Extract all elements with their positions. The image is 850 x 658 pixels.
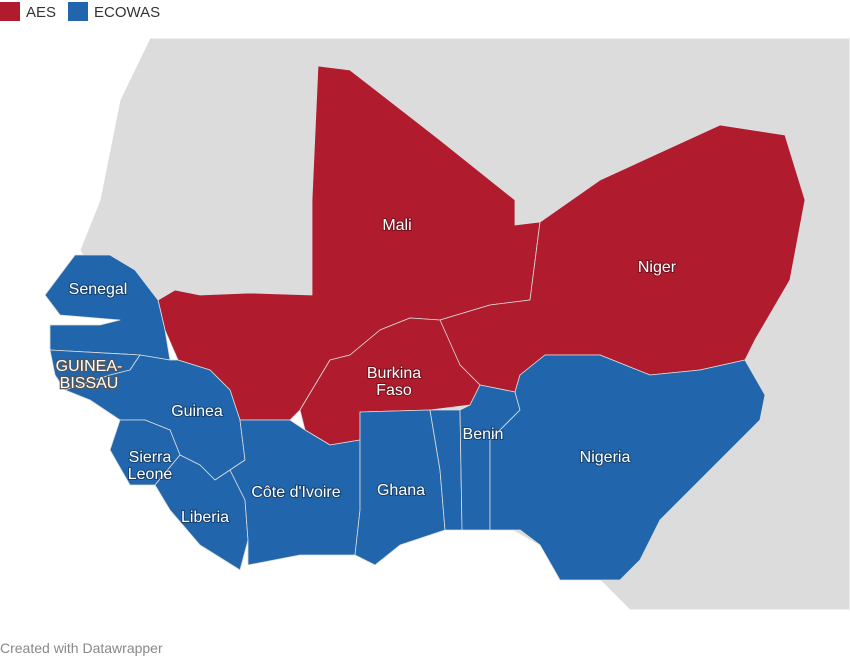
- region-label: Mali: [382, 217, 411, 234]
- region-label: Niger: [638, 259, 677, 276]
- country: [489, 354, 766, 581]
- country: [229, 419, 361, 566]
- footer: Created with Datawrapper: [0, 640, 163, 656]
- region-label: Leone: [128, 466, 173, 483]
- region-label: Liberia: [181, 509, 229, 526]
- legend-swatch: [0, 2, 20, 21]
- legend-label: AES: [26, 4, 56, 21]
- region-label: Benin: [463, 426, 504, 443]
- region-label: Faso: [376, 382, 412, 399]
- region-label: Côte d'Ivoire: [251, 484, 340, 501]
- region-label: BISSAU: [60, 375, 119, 392]
- legend-label: ECOWAS: [94, 4, 160, 21]
- country: [429, 409, 463, 531]
- region-label: Senegal: [69, 281, 128, 298]
- region-label: Burkina: [367, 365, 421, 382]
- region-label: Ghana: [377, 482, 425, 499]
- region-label: Sierra: [129, 449, 172, 466]
- region-label: Nigeria: [580, 449, 631, 466]
- region-label: GUINEA-: [56, 358, 123, 375]
- legend-swatch: [68, 2, 88, 21]
- region-label: Guinea: [171, 403, 223, 420]
